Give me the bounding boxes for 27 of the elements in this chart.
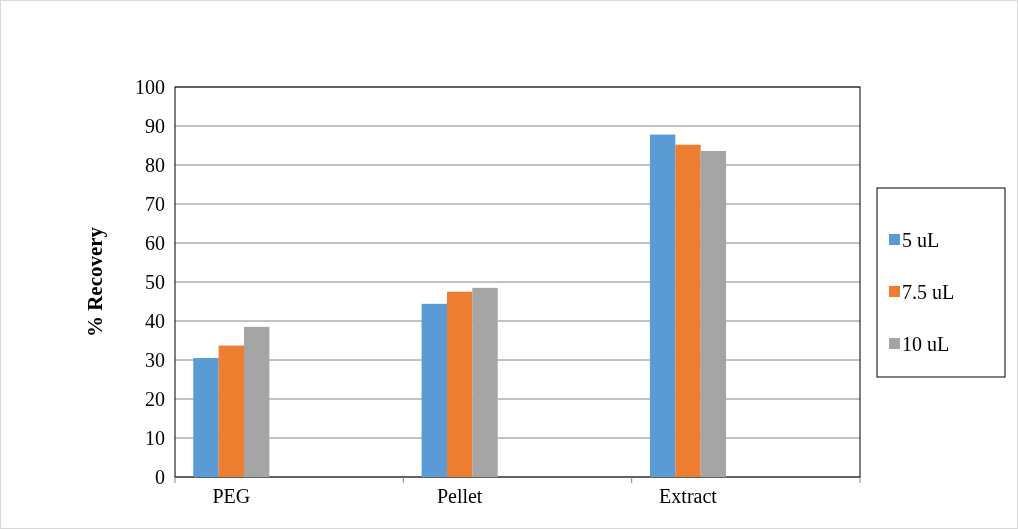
bar bbox=[193, 358, 219, 477]
x-tick-label: PEG bbox=[212, 485, 251, 507]
y-tick-label: 40 bbox=[145, 310, 165, 332]
legend-label: 7.5 uL bbox=[902, 281, 955, 303]
y-tick-label: 100 bbox=[135, 76, 165, 98]
legend-label: 5 uL bbox=[902, 229, 940, 251]
y-tick-label: 50 bbox=[145, 271, 165, 293]
y-tick-label: 90 bbox=[145, 115, 165, 137]
bar bbox=[675, 144, 701, 477]
y-tick-label: 30 bbox=[145, 349, 165, 371]
bar bbox=[218, 345, 245, 477]
x-tick-label: Pellet bbox=[436, 485, 483, 507]
x-tick-label: Extract bbox=[659, 485, 718, 507]
bar bbox=[472, 287, 498, 477]
bar bbox=[700, 150, 727, 477]
bar bbox=[649, 134, 676, 477]
y-tick-label: 20 bbox=[145, 388, 165, 410]
bar bbox=[446, 291, 473, 477]
y-axis-title: % Recovery bbox=[83, 226, 107, 338]
y-tick-label: 10 bbox=[145, 427, 165, 449]
legend-label: 10 uL bbox=[902, 333, 950, 355]
y-tick-label: 60 bbox=[145, 232, 165, 254]
bar bbox=[421, 303, 447, 477]
bar bbox=[244, 326, 270, 477]
y-tick-label: 70 bbox=[145, 193, 165, 215]
y-tick-label: 0 bbox=[155, 466, 165, 488]
y-tick-label: 80 bbox=[145, 154, 165, 176]
